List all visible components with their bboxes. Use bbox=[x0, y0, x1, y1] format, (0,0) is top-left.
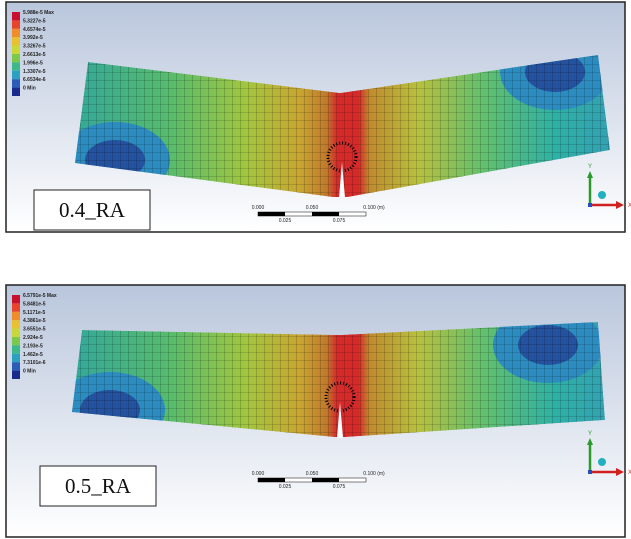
panel-label: 0.5_RA bbox=[65, 474, 132, 498]
legend-label: 1.996e-5 bbox=[23, 60, 43, 66]
legend-label: 4.3861e-5 bbox=[23, 318, 46, 324]
legend-label: 6.5791e-5 Max bbox=[23, 293, 57, 299]
legend-swatch bbox=[12, 345, 20, 353]
scale-label: 0.050 bbox=[306, 205, 319, 211]
legend-label: 2.6613e-5 bbox=[23, 52, 46, 58]
legend-label: 3.992e-5 bbox=[23, 35, 43, 41]
scale-label: 0.100 (m) bbox=[363, 205, 385, 211]
origin bbox=[588, 203, 592, 207]
scale-label: 0.075 bbox=[333, 484, 346, 490]
legend-swatch bbox=[12, 12, 20, 20]
scale-bar-segment bbox=[258, 212, 285, 216]
scale-label: 0.000 bbox=[252, 471, 265, 477]
legend-swatch bbox=[12, 20, 20, 28]
legend-label: 0 Min bbox=[23, 369, 36, 375]
scale-label: 0.050 bbox=[306, 471, 319, 477]
legend-swatch bbox=[12, 320, 20, 328]
legend-label: 5.3227e-5 bbox=[23, 18, 46, 24]
result-panel: 6.5791e-5 Max 5.8481e-5 5.1171e-5 4.3861e-5… bbox=[6, 285, 631, 537]
scale-label: 0.100 (m) bbox=[363, 471, 385, 477]
legend-swatch bbox=[12, 354, 20, 362]
scale-label: 0.075 bbox=[333, 218, 346, 224]
scale-label: 0.025 bbox=[279, 218, 292, 224]
legend-swatch bbox=[12, 62, 20, 70]
legend-label: 5.1171e-5 bbox=[23, 310, 45, 316]
legend-swatch bbox=[12, 362, 20, 370]
legend-label: 5.8481e-5 bbox=[23, 301, 46, 307]
legend-label: 3.6551e-5 bbox=[23, 327, 46, 333]
legend-swatch bbox=[12, 29, 20, 37]
legend-swatch bbox=[12, 337, 20, 345]
legend-label: 2.924e-5 bbox=[23, 335, 43, 341]
scale-bar-segment bbox=[312, 212, 339, 216]
legend-swatch bbox=[12, 46, 20, 54]
scale-bar-segment bbox=[312, 478, 339, 482]
scale-label: 0.000 bbox=[252, 205, 265, 211]
scale-bar-segment bbox=[258, 478, 285, 482]
legend-label: 1.462e-5 bbox=[23, 352, 43, 358]
origin bbox=[588, 470, 592, 474]
legend-swatch bbox=[12, 312, 20, 320]
legend-label: 7.3101e-6 bbox=[23, 360, 46, 366]
legend-label: 4.6574e-5 bbox=[23, 27, 46, 33]
z-axis-ball bbox=[598, 191, 606, 199]
legend-swatch bbox=[12, 79, 20, 87]
legend-swatch bbox=[12, 37, 20, 45]
legend-label: 5.988e-5 Max bbox=[23, 10, 54, 16]
legend-swatch bbox=[12, 303, 20, 311]
axis-label: Y bbox=[588, 164, 592, 170]
z-axis-ball bbox=[598, 458, 606, 466]
legend-swatch bbox=[12, 88, 20, 96]
result-panel: 5.988e-5 Max 5.3227e-5 4.6574e-5 3.992e-5 3.… bbox=[6, 2, 631, 232]
legend-swatch bbox=[12, 71, 20, 79]
legend-label: 2.193e-5 bbox=[23, 343, 43, 349]
figure: 5.988e-5 Max 5.3227e-5 4.6574e-5 3.992e-5 3.… bbox=[0, 0, 631, 539]
legend-label: 0 Min bbox=[23, 86, 36, 92]
legend-swatch bbox=[12, 295, 20, 303]
legend-swatch bbox=[12, 54, 20, 62]
axis-label: Y bbox=[588, 431, 592, 437]
legend-swatch bbox=[12, 329, 20, 337]
legend-label: 3.3267e-5 bbox=[23, 44, 46, 50]
legend-label: 1.3307e-5 bbox=[23, 69, 46, 75]
legend-swatch bbox=[12, 371, 20, 379]
panel-label: 0.4_RA bbox=[59, 198, 126, 222]
scale-label: 0.025 bbox=[279, 484, 292, 490]
legend-label: 6.6534e-6 bbox=[23, 77, 46, 83]
